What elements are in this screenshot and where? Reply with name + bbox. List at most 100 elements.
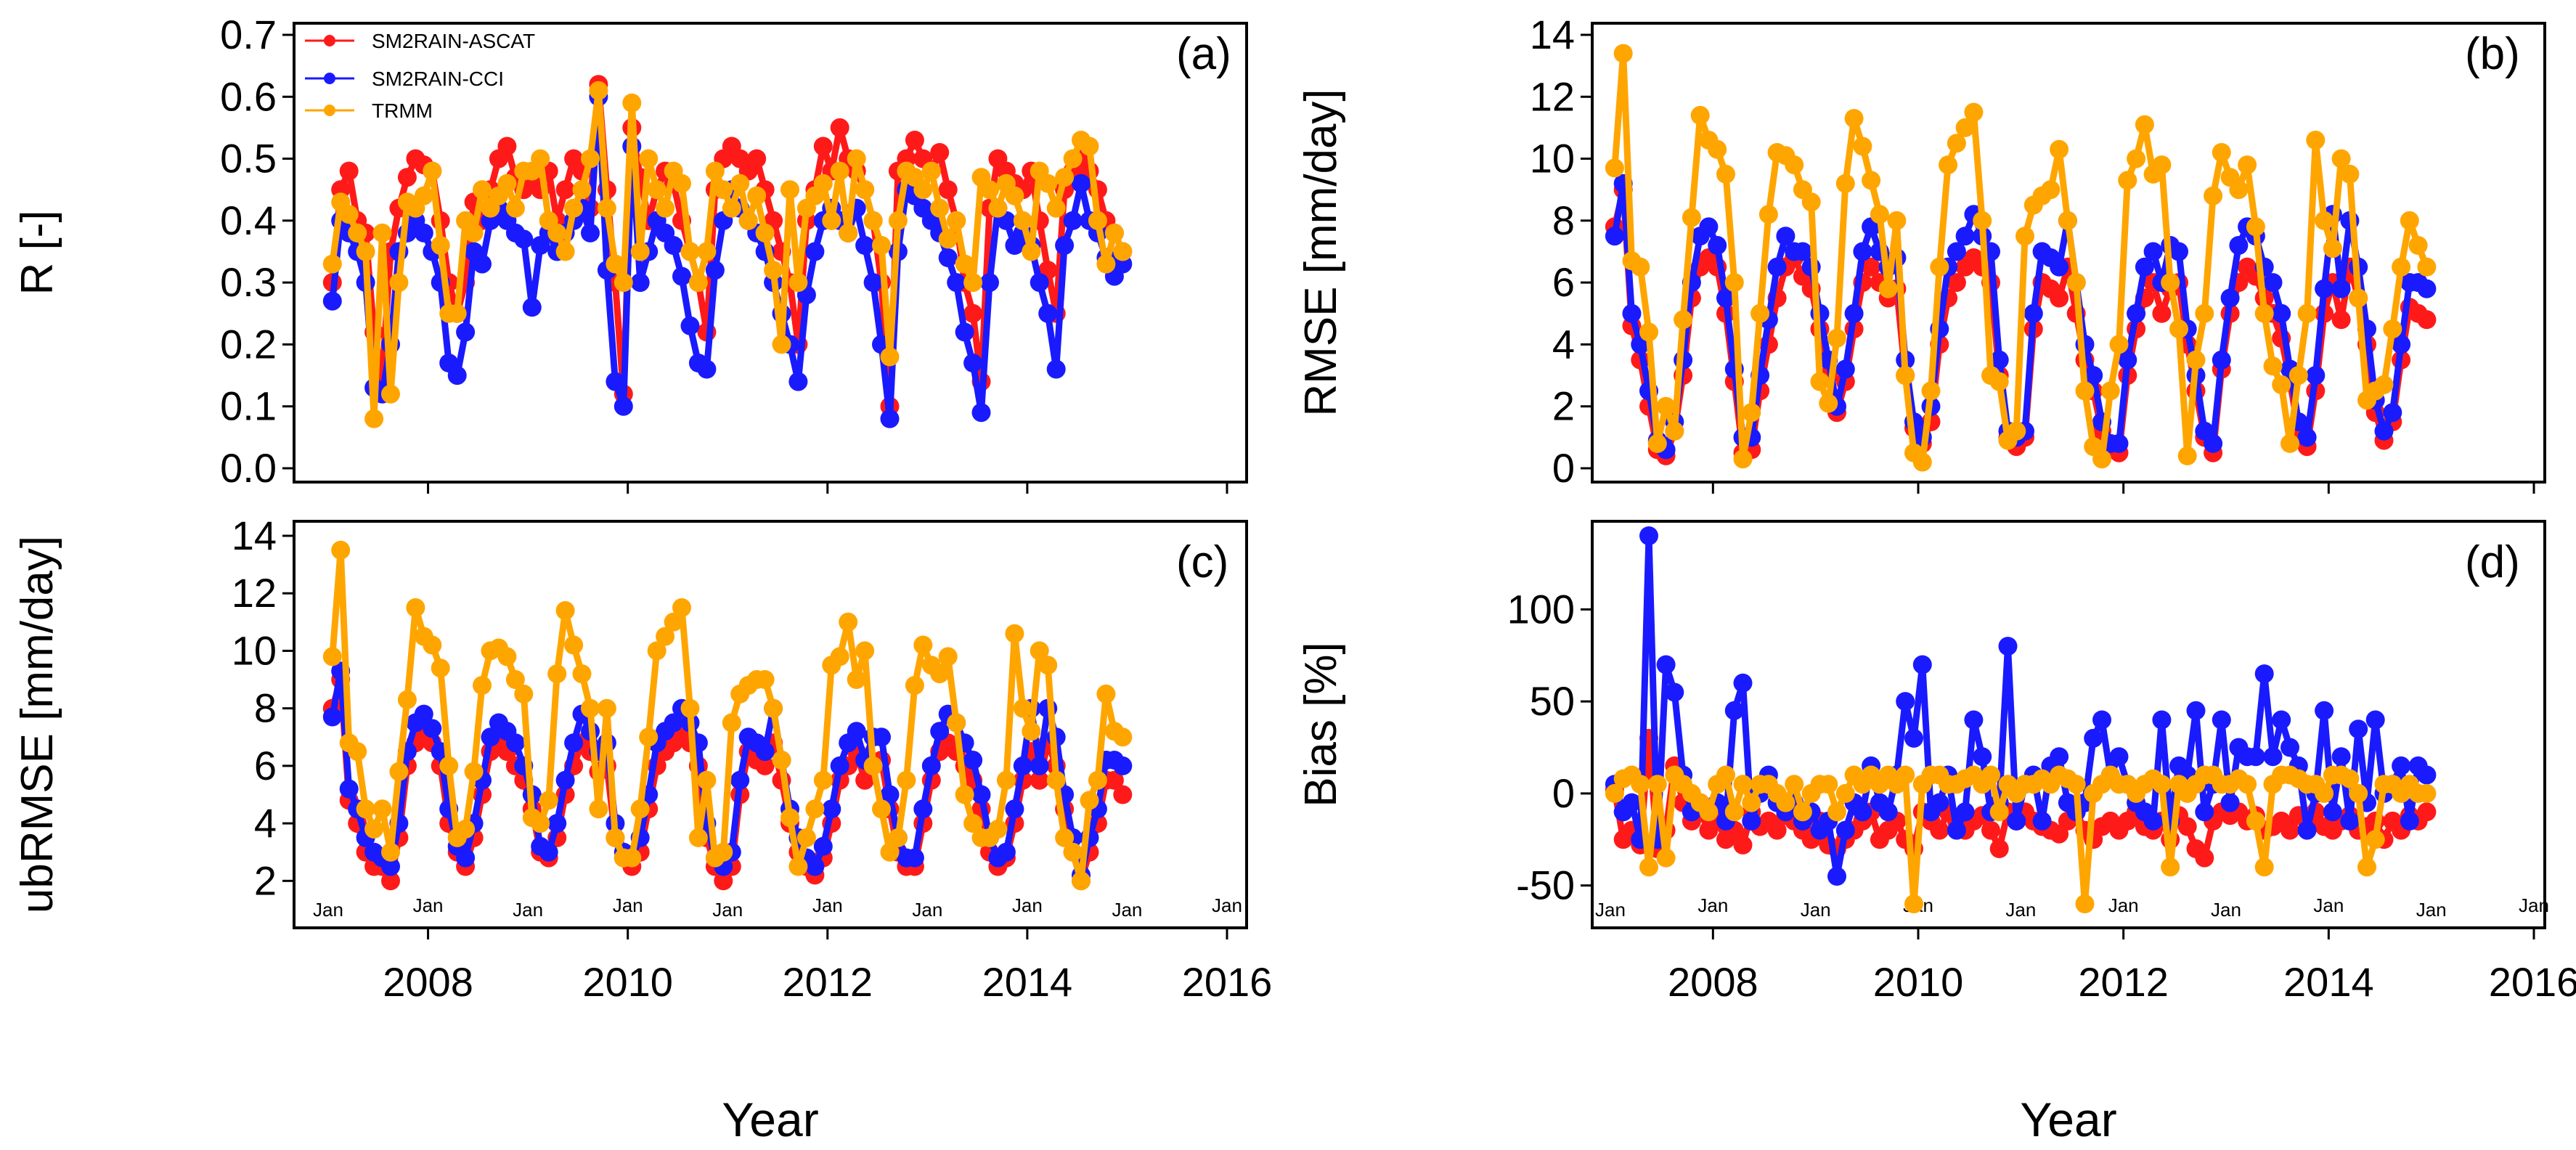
panel-b-data-point xyxy=(2272,303,2291,323)
panel-b-data-point xyxy=(2408,236,2428,255)
panel-d-data-point xyxy=(1724,802,1744,822)
panel-b-data-point xyxy=(2066,273,2086,293)
panel-b-data-point xyxy=(2400,211,2419,230)
panel-c-data-point xyxy=(1005,624,1024,643)
panel-c-xtick-label: 2010 xyxy=(582,959,673,1005)
panel-c-data-point xyxy=(955,785,974,804)
panel-c-data-point xyxy=(589,799,608,819)
panel-c-data-point xyxy=(473,676,492,695)
panel-d-data-point xyxy=(1733,775,1753,794)
panel-b-data-point xyxy=(1810,372,1830,391)
panel-a-data-point xyxy=(705,261,725,280)
panel-c-data-point xyxy=(539,791,558,810)
panel-c-data-point xyxy=(356,799,375,819)
panel-c-data-point xyxy=(364,820,384,839)
panel-b-data-point xyxy=(2118,171,2137,190)
panel-a-data-point xyxy=(714,180,733,200)
panel-a-data-point xyxy=(397,168,417,187)
panel-b-ytick-label: 8 xyxy=(1552,197,1575,243)
panel-c-data-point xyxy=(863,756,883,775)
panel-b-data-point xyxy=(2263,356,2283,376)
panel-b-data-point xyxy=(1785,155,1804,175)
panel-c-data-point xyxy=(322,707,342,727)
panel-a-data-point xyxy=(830,161,849,181)
panel-b-data-point xyxy=(2383,403,2402,423)
panel-c-data-point xyxy=(381,842,400,862)
panel-b-data-point xyxy=(1750,303,1770,323)
legend-label-trmm: TRMM xyxy=(372,99,433,122)
panel-c-data-point xyxy=(780,808,799,828)
panel-c-data-point xyxy=(547,814,567,833)
panel-d-data-point xyxy=(1878,802,1898,822)
panel-d-ytick-label: 100 xyxy=(1507,586,1575,632)
panel-d-data-point xyxy=(1904,894,1923,913)
legend-marker-cci xyxy=(324,73,335,84)
panel-b-data-point xyxy=(1647,433,1667,453)
panel-a-ytick-label: 0.1 xyxy=(220,383,277,429)
panel-a-data-point xyxy=(597,198,616,218)
panel-d-data-point xyxy=(1776,793,1796,812)
panel-a-data-point xyxy=(963,303,983,323)
panel-b-data-point xyxy=(1844,109,1864,129)
panel-b-data-point xyxy=(2315,279,2334,298)
panel-b-data-point xyxy=(2050,139,2069,159)
panel-c-data-point xyxy=(1113,727,1133,747)
panel-d-data-point xyxy=(1981,820,2000,840)
panel-c-data-point xyxy=(963,751,983,770)
panel-c-data-point xyxy=(805,799,825,819)
panel-c-data-point xyxy=(597,698,616,718)
panel-c-data-point xyxy=(664,713,683,733)
panel-c-data-point xyxy=(905,676,924,695)
panel-a-data-point xyxy=(1013,211,1032,230)
panel-a-data-point xyxy=(747,186,767,205)
legend-label-cci: SM2RAIN-CCI xyxy=(372,68,504,90)
panel-c-data-point xyxy=(630,799,650,819)
panel-c-data-point xyxy=(322,647,342,666)
panel-b-data-point xyxy=(1793,242,1812,261)
panel-a-ytick-label: 0.5 xyxy=(220,136,277,182)
panel-b-data-point xyxy=(1742,403,1761,423)
panel-b-frame xyxy=(1591,22,2546,484)
panel-c-data-point xyxy=(830,647,849,666)
panel-d-data-point xyxy=(2365,710,2385,730)
panel-a-data-point xyxy=(938,248,958,267)
panel-c-data-point xyxy=(872,799,891,819)
panel-c-ytick-label: 4 xyxy=(254,800,277,846)
panel-d-data-point xyxy=(1733,835,1753,855)
panel-c-data-point xyxy=(505,733,525,753)
panel-c-data-point xyxy=(339,779,359,799)
panel-a-data-point xyxy=(555,180,575,200)
panel-c-data-point xyxy=(880,842,900,862)
panel-c-data-point xyxy=(423,719,442,738)
panel-a-data-point xyxy=(905,131,924,150)
panel-c-data-point xyxy=(1022,722,1041,741)
panel-a-data-point xyxy=(738,211,758,230)
panel-d-data-point xyxy=(1656,655,1676,674)
panel-a-data-point xyxy=(630,242,650,261)
panel-c-ytick-label: 2 xyxy=(254,857,277,903)
panel-d-data-point xyxy=(2297,820,2317,840)
panel-a-data-point xyxy=(963,273,983,293)
panel-c-data-point xyxy=(1013,698,1032,718)
panel-b-data-point xyxy=(1622,303,1642,323)
panel-c-data-point xyxy=(839,612,858,632)
panel-c-data-point xyxy=(481,727,500,747)
panel-b-plot: 0 2 4 6 8 10 12 14 xyxy=(1530,12,2535,494)
panel-d-data-point xyxy=(2195,802,2214,822)
panel-a-data-point xyxy=(606,254,625,274)
panel-c-data-point xyxy=(805,857,825,876)
panel-d-data-point xyxy=(2315,783,2334,803)
panel-b-data-point xyxy=(2288,366,2308,386)
panel-c-ytick-label: 10 xyxy=(232,627,277,673)
panel-c-data-point xyxy=(1072,871,1091,891)
panel-d-jan-label: Jan xyxy=(2416,899,2447,921)
panel-d-data-point xyxy=(2323,802,2342,822)
panel-d-data-point xyxy=(2349,719,2368,739)
panel-a-data-point xyxy=(863,211,883,230)
panel-c-jan-label: Jan xyxy=(413,894,444,916)
panel-a-frame xyxy=(293,22,1248,484)
panel-c-data-point xyxy=(564,733,584,753)
panel-b-data-point xyxy=(2306,131,2326,150)
panel-d-data-point xyxy=(1930,793,1949,812)
panel-b-data-point xyxy=(1862,257,1881,277)
